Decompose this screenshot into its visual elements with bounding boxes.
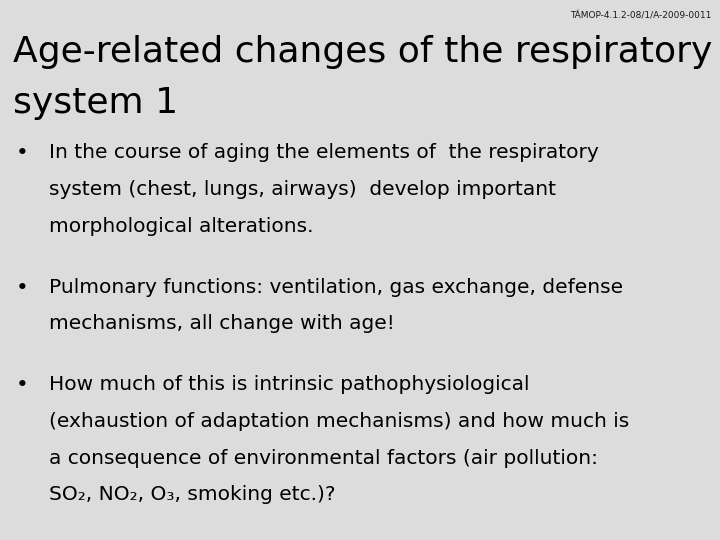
Text: Age-related changes of the respiratory: Age-related changes of the respiratory (13, 35, 712, 69)
Text: Pulmonary functions: ventilation, gas exchange, defense: Pulmonary functions: ventilation, gas ex… (49, 278, 623, 296)
Text: system (chest, lungs, airways)  develop important: system (chest, lungs, airways) develop i… (49, 180, 556, 199)
Text: a consequence of environmental factors (air pollution:: a consequence of environmental factors (… (49, 449, 598, 468)
Text: (exhaustion of adaptation mechanisms) and how much is: (exhaustion of adaptation mechanisms) an… (49, 412, 629, 431)
Text: In the course of aging the elements of  the respiratory: In the course of aging the elements of t… (49, 143, 599, 162)
Text: mechanisms, all change with age!: mechanisms, all change with age! (49, 314, 395, 333)
Text: TÁMOP-4.1.2-08/1/A-2009-0011: TÁMOP-4.1.2-08/1/A-2009-0011 (570, 12, 711, 21)
Text: •: • (16, 143, 29, 163)
Text: system 1: system 1 (13, 86, 178, 120)
Text: How much of this is intrinsic pathophysiological: How much of this is intrinsic pathophysi… (49, 375, 529, 394)
Text: •: • (16, 375, 29, 395)
Text: morphological alterations.: morphological alterations. (49, 217, 313, 235)
Text: SO₂, NO₂, O₃, smoking etc.)?: SO₂, NO₂, O₃, smoking etc.)? (49, 485, 336, 504)
Text: •: • (16, 278, 29, 298)
